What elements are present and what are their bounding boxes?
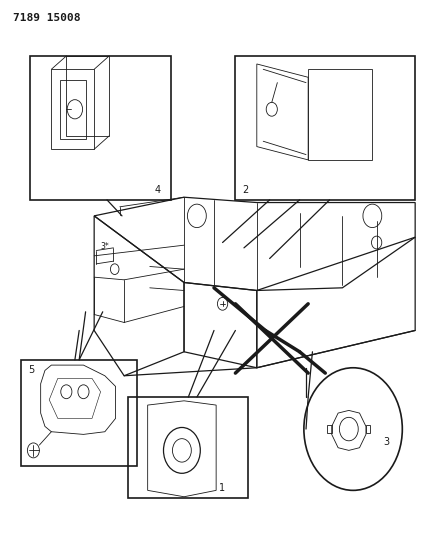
- Text: 3: 3: [383, 438, 389, 447]
- Text: 5: 5: [28, 365, 34, 375]
- Text: 7189 15008: 7189 15008: [13, 13, 80, 23]
- Text: 4: 4: [155, 184, 160, 195]
- Text: 3*: 3*: [101, 241, 109, 251]
- Text: 1: 1: [219, 483, 225, 493]
- Text: 2: 2: [242, 184, 248, 195]
